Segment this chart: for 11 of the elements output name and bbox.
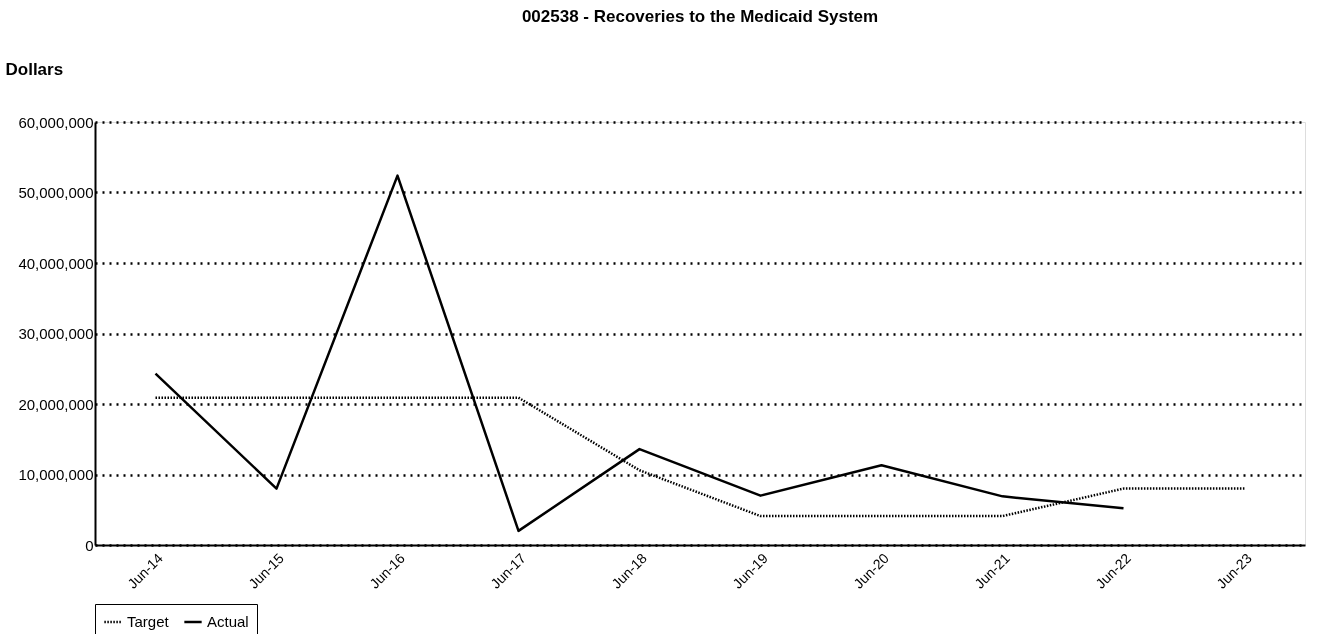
y-tick-label: 40,000,000	[18, 254, 94, 272]
legend-label: Actual	[207, 613, 249, 630]
chart-title: 002538 - Recoveries to the Medicaid System	[521, 7, 879, 26]
y-tick-label: 30,000,000	[18, 325, 94, 342]
legend-label: Target	[127, 613, 170, 630]
y-tick-label: 50,000,000	[18, 184, 94, 201]
y-tick-label: 20,000,000	[18, 395, 94, 413]
y-tick-label: 0	[85, 536, 94, 554]
y-tick-label: 60,000,000	[18, 113, 94, 131]
y-axis-title: Dollars	[5, 59, 64, 79]
y-tick-label: 10,000,000	[18, 466, 94, 483]
